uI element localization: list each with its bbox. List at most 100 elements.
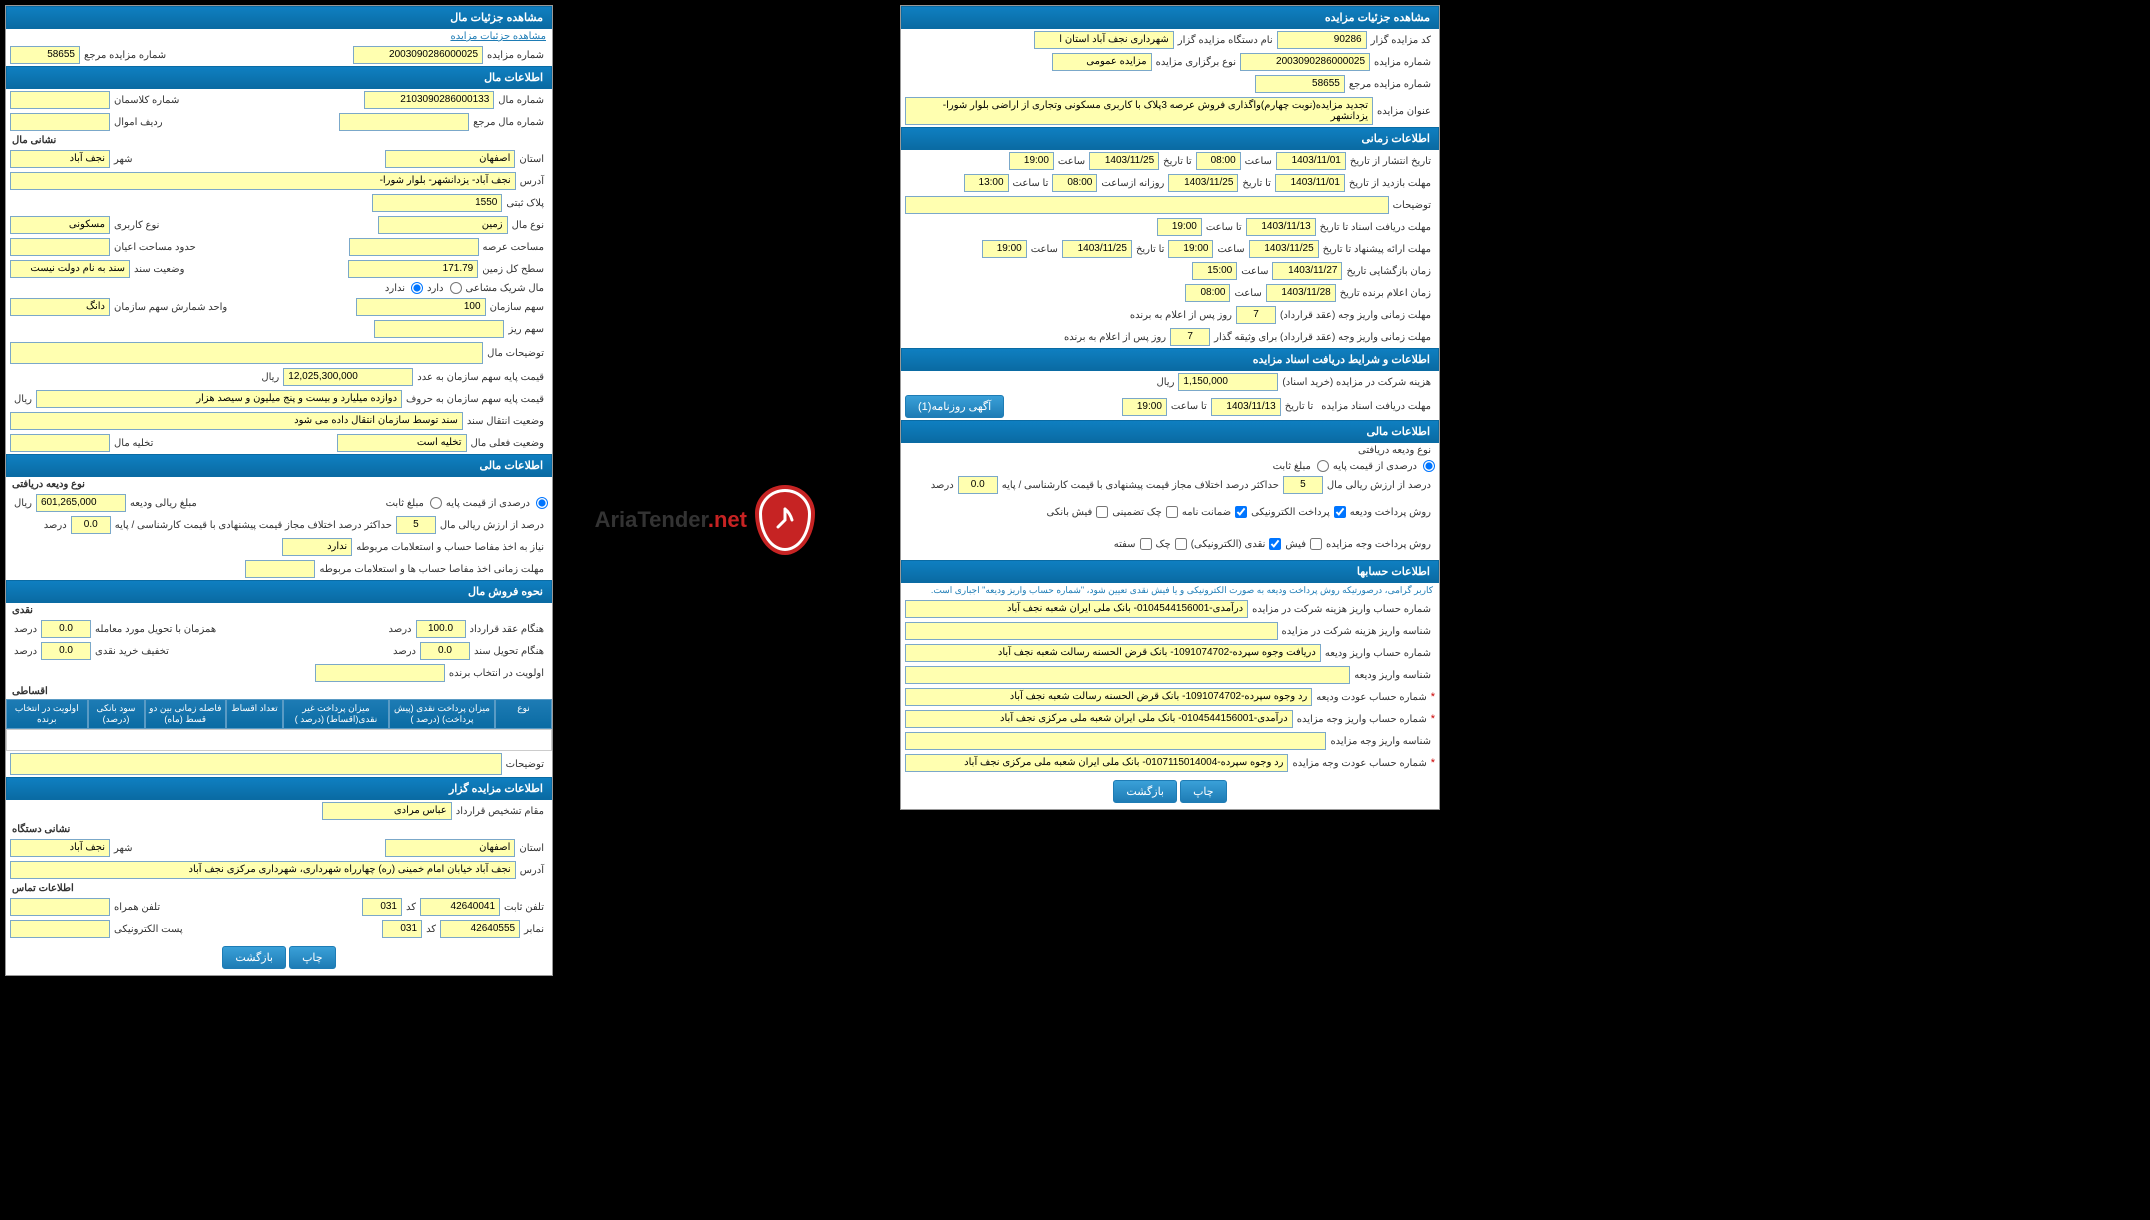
chk-slip[interactable] — [1310, 538, 1322, 550]
fld-prop-type: زمین — [378, 216, 508, 234]
fld-prop-ref — [339, 113, 469, 131]
lbl-pct-c4: درصد — [10, 646, 41, 657]
lbl-daily-from: روزانه ازساعت — [1097, 178, 1168, 189]
radio-fixed[interactable]: مبلغ ثابت — [1269, 460, 1329, 472]
radio-l-fixed[interactable]: مبلغ ثابت — [382, 497, 442, 509]
chk-electronic[interactable] — [1334, 506, 1346, 518]
fld-l-auction-no: 2003090286000025 — [353, 46, 483, 64]
fld-code2: 031 — [382, 920, 422, 938]
section-financial: اطلاعات مالی — [901, 420, 1439, 443]
th-priority: اولویت در انتخاب برنده — [6, 699, 88, 729]
lbl-pub-to-time: ساعت — [1054, 156, 1089, 167]
back-button-right[interactable]: بازگشت — [1113, 780, 1177, 803]
chk-cash-elec[interactable] — [1269, 538, 1281, 550]
lbl-pub-from: تاریخ انتشار از تاریخ — [1346, 156, 1435, 167]
fld-land-area — [349, 238, 479, 256]
lbl-city: شهر — [110, 154, 137, 165]
lbl-org-name: نام دستگاه مزایده گزار — [1174, 35, 1277, 46]
fld-row-prop — [10, 113, 110, 131]
section-accounts: اطلاعات حسابها — [901, 560, 1439, 583]
print-button-right[interactable]: چاپ — [1180, 780, 1227, 803]
th-installments: تعداد اقساط — [226, 699, 283, 729]
lbl-clearance-deadline: مهلت زمانی اخذ مفاصا حساب ها و استعلامات… — [315, 564, 548, 575]
fld-daily-from: 08:00 — [1052, 174, 1097, 192]
fld-acc2 — [905, 622, 1278, 640]
chk-cheque[interactable] — [1166, 506, 1178, 518]
lbl-title: عنوان مزایده — [1373, 106, 1435, 117]
lbl-notes: توضیحات — [502, 759, 548, 770]
lbl-usage: نوع کاربری — [110, 220, 163, 231]
lbl-open-time: ساعت — [1237, 266, 1272, 277]
fld-plaque: 1550 — [372, 194, 502, 212]
lbl-g-address: آدرس — [516, 865, 548, 876]
chk-chk[interactable] — [1175, 538, 1187, 550]
section-auctioneer-info: اطلاعات مزایده گزار — [6, 777, 552, 800]
lbl-proposal-to-time: ساعت — [1027, 244, 1062, 255]
fld-l-ref: 58655 — [10, 46, 80, 64]
fld-priority — [315, 664, 445, 682]
lbl-base-price-num: قیمت پایه سهم سازمان به عدد — [413, 372, 548, 383]
section-doc-conditions: اطلاعات و شرایط دریافت اسناد مزایده — [901, 348, 1439, 371]
lbl-l-ref: شماره مزایده مرجع — [80, 50, 170, 61]
lbl-prop-type: نوع مال — [508, 220, 548, 231]
lbl-visit-to: تا تاریخ — [1238, 178, 1275, 189]
lbl-l-pct: درصد — [40, 520, 71, 531]
fld-notes — [10, 753, 502, 775]
fld-acc7 — [905, 732, 1326, 750]
lbl-acc3: شماره حساب واریز ودیعه — [1321, 648, 1435, 659]
fld-clearance: ندارد — [282, 538, 352, 556]
lbl-doc-receive-to: تا تاریخ — [1281, 401, 1318, 412]
fld-address: نجف آباد- یزدانشهر- بلوار شورا- — [10, 172, 516, 190]
lbl-pct-c1: درصد — [384, 624, 415, 635]
lbl-daily-to: تا ساعت — [1009, 178, 1053, 189]
radio-has[interactable]: دارد — [423, 282, 462, 294]
fld-l-max-diff: 0.0 — [71, 516, 111, 534]
radio-nohave[interactable]: ندارد — [381, 282, 423, 294]
lbl-classman: شماره کلاسمان — [110, 95, 183, 106]
fld-open-date: 1403/11/27 — [1272, 262, 1342, 280]
fld-auctioneer-code: 90286 — [1277, 31, 1367, 49]
chk-promissory[interactable] — [1140, 538, 1152, 550]
sub-deposit-type: نوع ودیعه دریافتی — [6, 477, 552, 492]
fld-share-unit: دانگ — [10, 298, 110, 316]
th-type: نوع — [495, 699, 552, 729]
lbl-deed-delivery: هنگام تحویل سند — [470, 646, 548, 657]
lbl-ref-no: شماره مزایده مرجع — [1345, 79, 1435, 90]
lbl-authority: مقام تشخیص قرارداد — [452, 806, 548, 817]
fld-clearance-deadline — [245, 560, 315, 578]
fld-auction-type: مزایده عمومی — [1052, 53, 1152, 71]
fld-pub-to-date: 1403/11/25 — [1089, 152, 1159, 170]
radio-pct-base[interactable]: درصدی از قیمت پایه — [1329, 460, 1435, 472]
lbl-land-area: مساحت عرصه — [479, 242, 548, 253]
fld-authority: عباس مرادی — [322, 802, 452, 820]
fld-ref-no: 58655 — [1255, 75, 1345, 93]
print-button-left[interactable]: چاپ — [289, 946, 336, 969]
radio-l-pct[interactable]: درصدی از قیمت پایه — [442, 497, 548, 509]
lbl-open: زمان بازگشایی تاریخ — [1342, 266, 1435, 277]
fld-winner-date: 1403/11/28 — [1266, 284, 1336, 302]
lbl-prop-no: شماره مال — [494, 95, 548, 106]
fld-proposal-date: 1403/11/25 — [1249, 240, 1319, 258]
fld-building-area — [10, 238, 110, 256]
lbl-acc2: شناسه واریز هزینه شرکت در مزایده — [1278, 626, 1435, 637]
lbl-transfer-status: وضعیت انتقال سند — [463, 416, 548, 427]
chk-bank-slip[interactable] — [1096, 506, 1108, 518]
fld-desc — [905, 196, 1389, 214]
fld-daily-to: 13:00 — [964, 174, 1009, 192]
back-button-left[interactable]: بازگشت — [222, 946, 286, 969]
chk-guarantee[interactable] — [1235, 506, 1247, 518]
sub-org-address: نشانی دستگاه — [6, 822, 552, 837]
fld-pub-to-time: 19:00 — [1009, 152, 1054, 170]
fld-doc-receive-time: 19:00 — [1122, 398, 1167, 416]
sub-cash: نقدی — [6, 603, 552, 618]
view-auction-link[interactable]: مشاهده جزئیات مزایده — [6, 29, 552, 44]
newspaper-ad-button[interactable]: آگهی روزنامه(1) — [905, 395, 1004, 418]
fld-mobile — [10, 898, 110, 916]
lbl-current-status: وضعیت فعلی مال — [467, 438, 548, 449]
lbl-pct-value: درصد از ارزش ریالی مال — [1323, 480, 1435, 491]
lbl-phone: تلفن ثابت — [500, 902, 548, 913]
lbl-desc: توضیحات — [1389, 200, 1435, 211]
fld-acc5: رد وجوه سپرده-1091074702- بانک قرض الحسن… — [905, 688, 1312, 706]
lbl-evacuation: تخلیه مال — [110, 438, 157, 449]
fld-current-status: تخلیه است — [337, 434, 467, 452]
